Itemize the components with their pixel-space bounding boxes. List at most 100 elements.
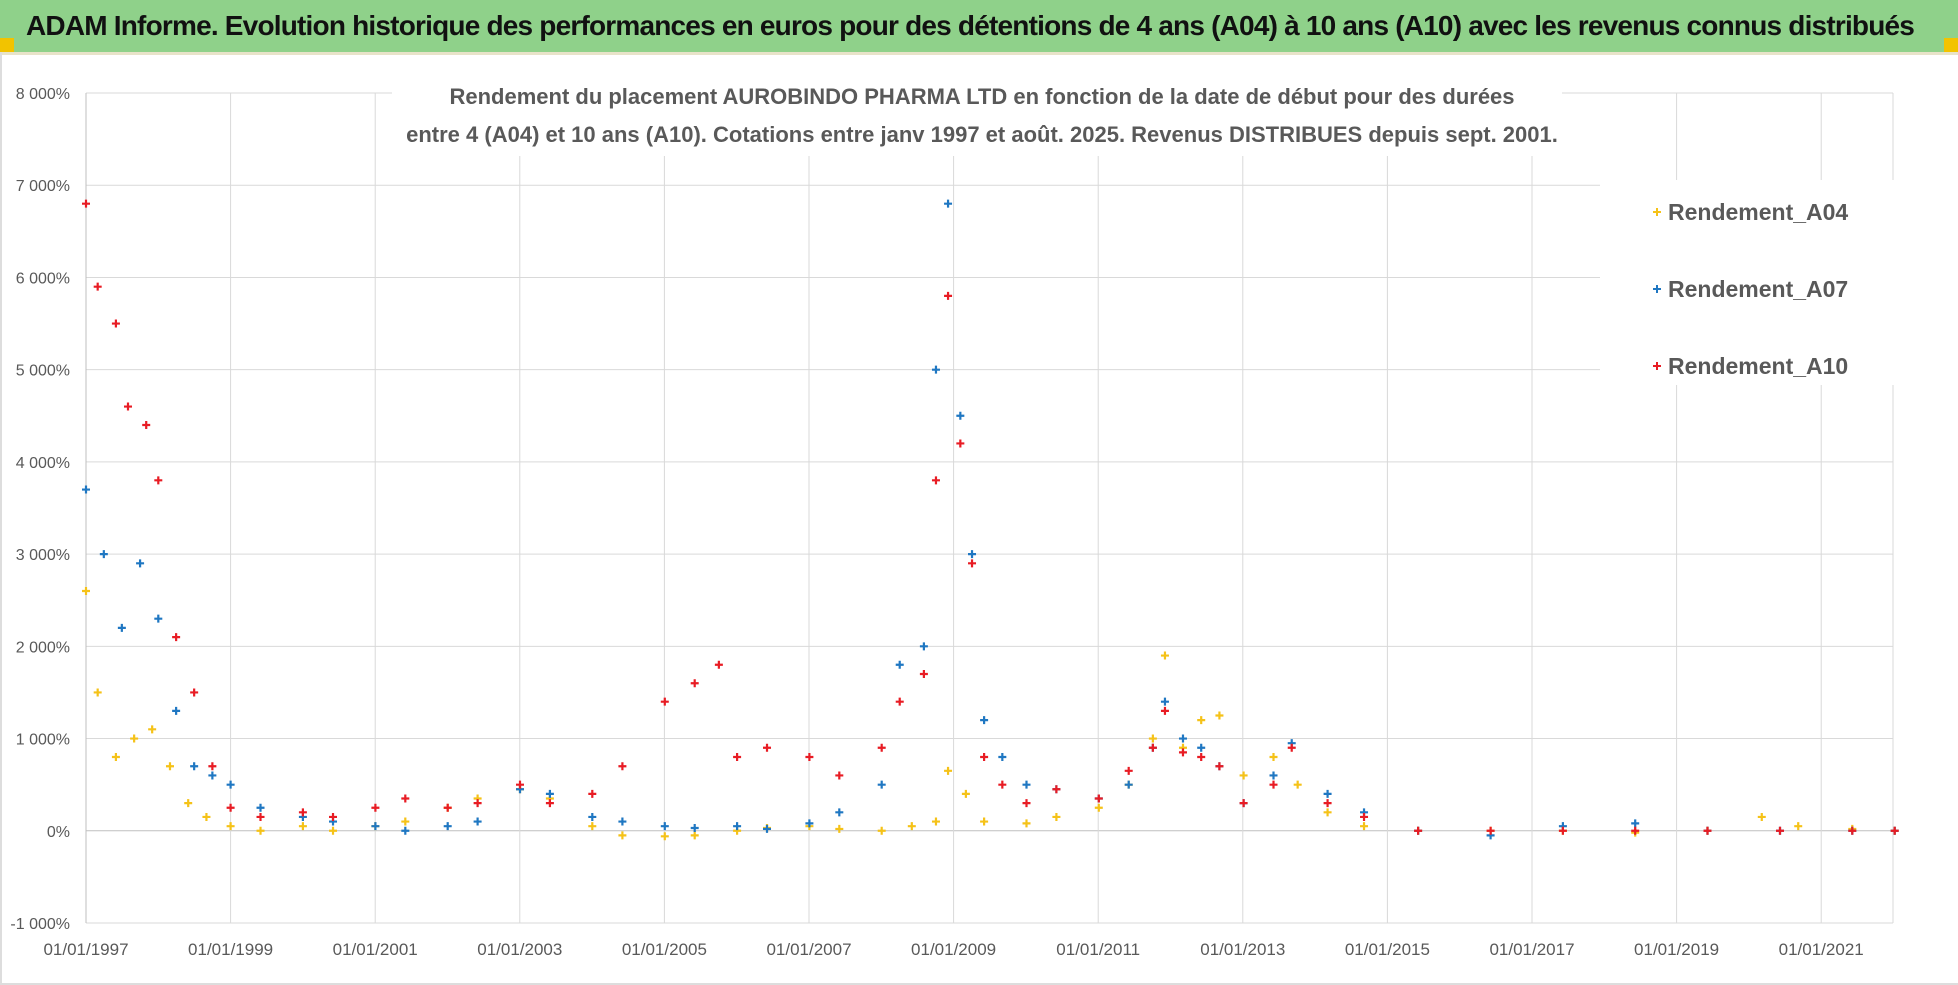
corner-marker [0,38,14,52]
data-point-rendement-a07 [1631,819,1640,828]
chart-title-line-1: Rendement du placement AUROBINDO PHARMA … [449,84,1514,109]
x-tick-label: 01/01/2021 [1779,940,1864,959]
data-point-rendement-a07 [1269,771,1278,780]
data-point-rendement-a10 [371,803,380,812]
data-point-rendement-a10 [208,762,217,771]
data-point-rendement-a07 [588,812,597,821]
data-point-rendement-a04 [931,817,940,826]
y-tick-label: 0% [47,824,70,841]
data-point-rendement-a07 [172,706,181,715]
data-point-rendement-a10 [618,762,627,771]
x-tick-label: 01/01/2009 [911,940,996,959]
data-point-rendement-a07 [1197,743,1206,752]
data-point-rendement-a10 [93,282,102,291]
data-point-rendement-a07 [980,716,989,725]
data-point-rendement-a07 [690,824,699,833]
data-point-rendement-a04 [944,766,953,775]
data-point-rendement-a10 [763,743,772,752]
data-point-rendement-a04 [1160,651,1169,660]
y-tick-label: 4 000% [16,455,70,472]
data-point-rendement-a04 [1293,780,1302,789]
data-point-rendement-a04 [1215,711,1224,720]
data-point-rendement-a07 [371,822,380,831]
data-point-rendement-a04 [1094,803,1103,812]
data-point-rendement-a10 [1215,762,1224,771]
data-point-rendement-a04 [907,822,916,831]
data-point-rendement-a10 [515,780,524,789]
y-tick-label: 5 000% [16,363,70,380]
data-point-rendement-a04 [1757,812,1766,821]
data-point-rendement-a10 [714,660,723,669]
chart-title-line-2: entre 4 (A04) et 10 ans (A10). Cotations… [406,122,1558,147]
data-point-rendement-a10 [1890,826,1899,835]
data-point-rendement-a07 [968,550,977,559]
data-point-rendement-a07 [1124,780,1133,789]
data-point-rendement-a07 [618,817,627,826]
corner-marker [1944,38,1958,52]
data-point-rendement-a04 [961,789,970,798]
data-point-rendement-a04 [660,832,669,841]
data-point-rendement-a10 [968,559,977,568]
data-point-rendement-a04 [1052,812,1061,821]
data-point-rendement-a10 [1178,748,1187,757]
y-tick-label: 6 000% [16,270,70,287]
data-point-rendement-a10 [1052,785,1061,794]
data-point-rendement-a10 [82,199,90,208]
data-point-rendement-a10 [835,771,844,780]
data-point-rendement-a07 [919,642,928,651]
x-tick-label: 01/01/2019 [1634,940,1719,959]
x-tick-label: 01/01/2015 [1345,940,1430,959]
data-point-rendement-a10 [1486,826,1495,835]
data-point-rendement-a07 [998,753,1007,761]
data-point-rendement-a10 [154,476,163,485]
x-tick-label: 01/01/2017 [1489,940,1574,959]
data-point-rendement-a04 [165,762,174,771]
data-point-rendement-a10 [256,812,265,821]
data-point-rendement-a04 [256,826,265,835]
legend-marker [1653,285,1661,293]
data-point-rendement-a10 [1848,826,1857,835]
data-point-rendement-a07 [944,199,953,208]
data-point-rendement-a04 [1360,822,1369,831]
data-point-rendement-a04 [82,587,90,595]
data-point-rendement-a04 [1022,819,1031,828]
data-point-rendement-a07 [545,789,554,798]
data-point-rendement-a10 [805,753,814,761]
data-point-rendement-a04 [1794,822,1803,831]
data-point-rendement-a04 [588,822,597,831]
data-point-rendement-a07 [1160,697,1169,706]
data-point-rendement-a04 [130,734,139,743]
data-point-rendement-a10 [733,753,742,761]
data-point-rendement-a07 [154,614,163,623]
data-point-rendement-a07 [117,623,126,632]
data-point-rendement-a04 [1323,808,1332,817]
data-point-rendement-a04 [1148,734,1157,743]
data-point-rendement-a10 [443,803,452,812]
data-point-rendement-a04 [226,822,235,831]
data-point-rendement-a07 [956,411,965,420]
legend-marker [1653,362,1661,370]
legend: Rendement_A04 Rendement_A07 Rendement_A10 [1653,199,1848,379]
legend-label: Rendement_A04 [1668,199,1848,225]
data-point-rendement-a07 [82,485,90,494]
data-points [82,199,1899,841]
data-point-rendement-a10 [1287,743,1296,752]
data-point-rendement-a10 [1022,799,1031,808]
data-point-rendement-a07 [401,826,410,835]
chart-frame [0,52,1958,985]
y-tick-label: -1 000% [10,916,70,933]
data-point-rendement-a04 [1197,716,1206,725]
legend-marker [1653,208,1661,216]
data-point-rendement-a10 [473,799,482,808]
chart-title-bg [392,76,1562,156]
data-point-rendement-a10 [545,799,554,808]
y-tick-label: 1 000% [16,732,70,749]
data-point-rendement-a10 [1124,766,1133,775]
data-point-rendement-a04 [148,725,157,734]
data-point-rendement-a07 [256,803,265,812]
data-point-rendement-a10 [931,476,940,485]
y-tick-label: 7 000% [16,178,70,195]
data-point-rendement-a04 [298,822,307,831]
data-point-rendement-a10 [1239,799,1248,808]
